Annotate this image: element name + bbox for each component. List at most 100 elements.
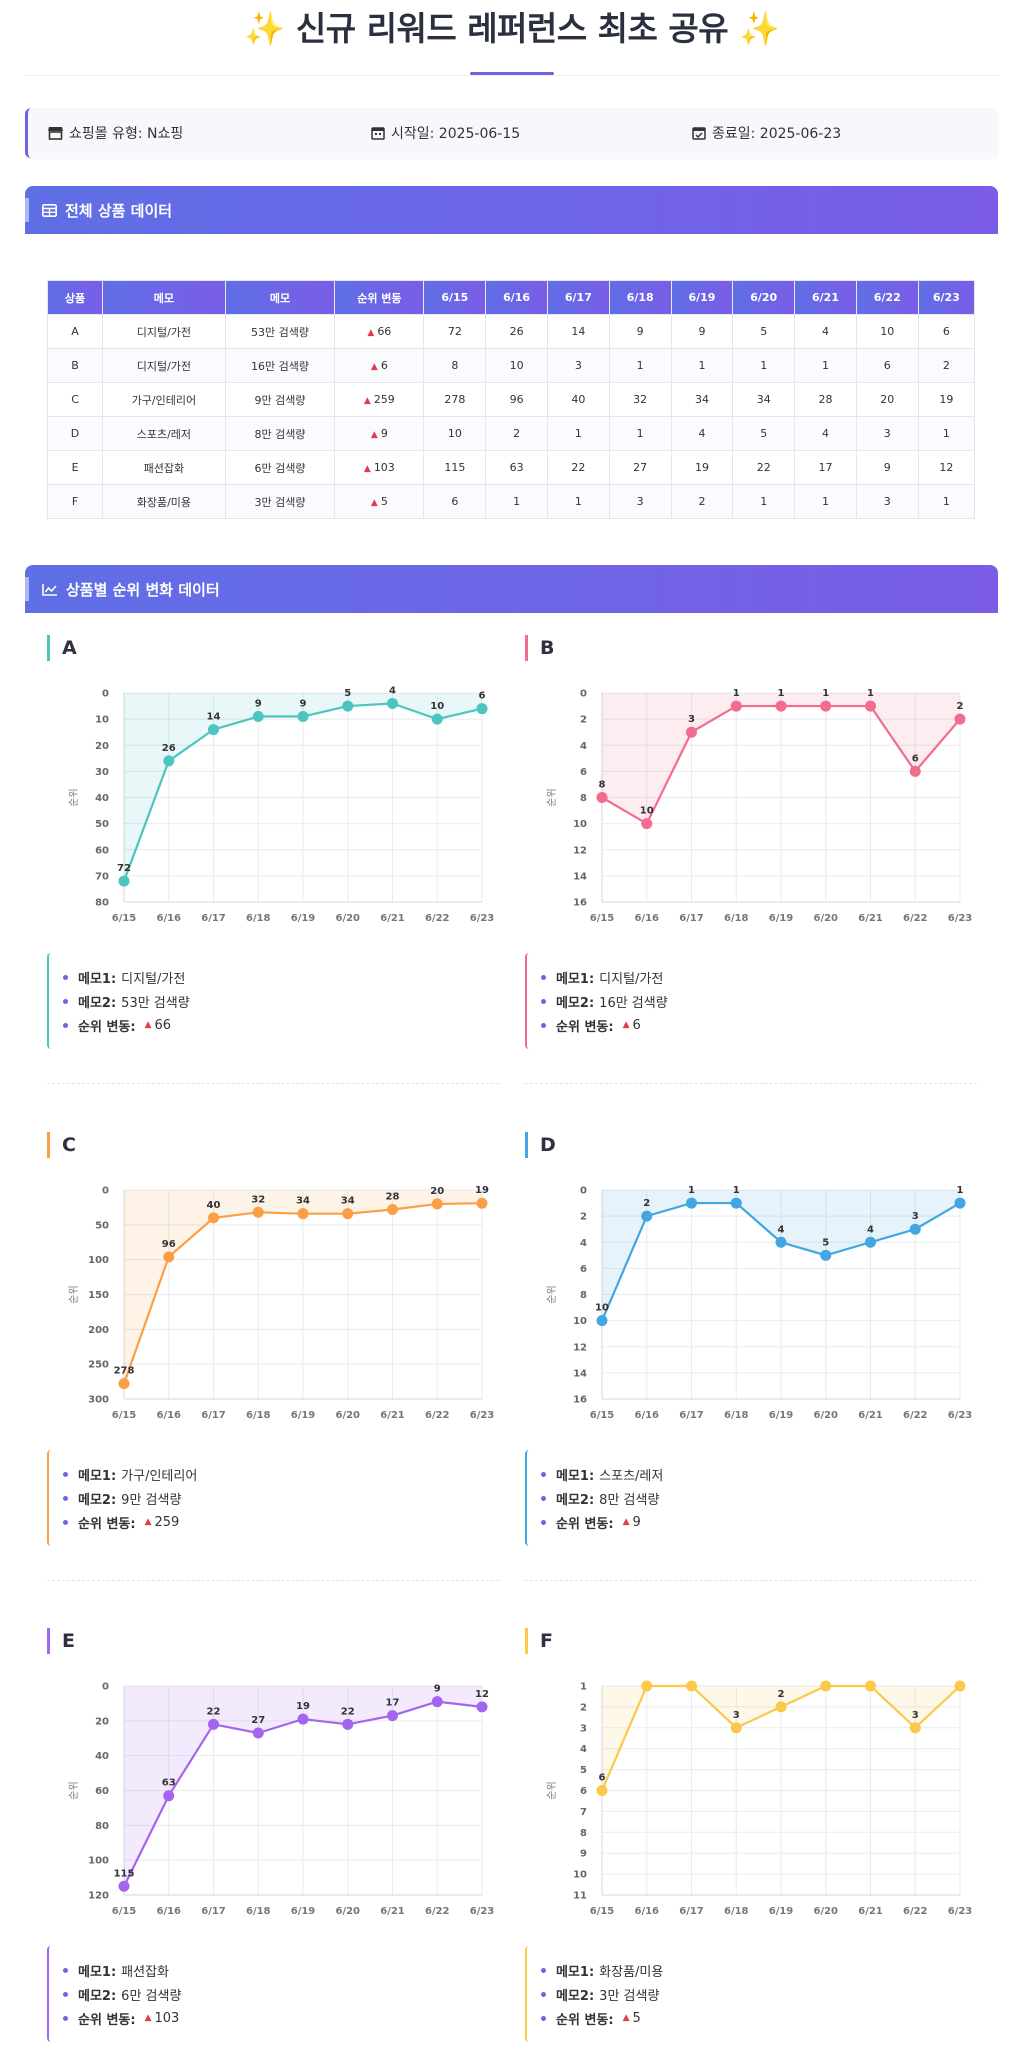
chart-card-d: D 0 2 4 6 8 10 12 14 16 6/15 6/16 6/17 6/18 6/19 6/20 6/…: [525, 1132, 980, 1581]
memo-label: 순위 변동:: [78, 1516, 136, 1532]
x-tick-label: 6/19: [769, 1410, 794, 1421]
x-tick-label: 6/16: [156, 913, 181, 924]
memo-row: 메모2: 9만 검색량: [63, 1486, 497, 1510]
memo-label: 순위 변동:: [556, 1019, 614, 1035]
data-point: [686, 726, 697, 738]
table-cell: 1: [732, 348, 796, 383]
data-label: 3: [912, 1211, 919, 1222]
data-label: 10: [430, 701, 444, 712]
y-tick-label: 80: [95, 1821, 109, 1832]
table-header-cell: 순위 변동: [334, 280, 425, 315]
rank-line-chart: 0 10 20 30 40 50 60 70 806/15 6/16 6/17 6/18 6/19 6/2…: [67, 685, 494, 924]
table-cell: 6: [917, 314, 976, 349]
up-triangle-icon: ▲: [144, 2013, 152, 2023]
x-tick-label: 6/20: [335, 1410, 360, 1421]
table-cell: 115: [423, 450, 487, 485]
data-point: [252, 1206, 264, 1218]
data-label: 1: [867, 688, 874, 699]
memo-box: 메모1: 가구/인테리어 메모2: 9만 검색량 순위 변동: ▲ 259: [47, 1450, 497, 1546]
table-cell: 스포츠/레저: [102, 416, 226, 451]
x-tick-label: 6/17: [679, 913, 704, 924]
memo-value: 53만 검색량: [121, 995, 190, 1011]
data-label: 3: [733, 1710, 740, 1721]
x-tick-label: 6/15: [590, 913, 615, 924]
y-tick-label: 12: [573, 845, 587, 856]
y-tick-label: 6: [580, 1786, 587, 1797]
bullet-icon: [63, 1967, 68, 1973]
x-tick-label: 6/18: [246, 913, 271, 924]
chart-section-header: 상품별 순위 변화 데이터: [25, 565, 998, 613]
chart-card-a: A 0 10 20 30 40 50 60 70 80 6/15 6/16 6/17 6/18 6/19 6/…: [47, 635, 502, 1084]
table-cell: 6만 검색량: [224, 450, 336, 485]
calendar-check-icon: [692, 127, 706, 140]
y-tick-label: 8: [580, 1290, 587, 1301]
up-triangle-icon: ▲: [363, 396, 371, 406]
y-axis-label: 순위: [545, 1781, 558, 1799]
memo-row: 메모1: 디지털/가전: [541, 965, 975, 989]
table-header-cell: 6/15: [423, 280, 487, 315]
x-tick-label: 6/21: [858, 913, 883, 924]
table-cell: 9: [608, 314, 672, 349]
data-label: 3: [912, 1710, 919, 1721]
rank-change-value: 259: [373, 393, 395, 406]
data-label: 5: [344, 688, 351, 699]
data-point: [954, 713, 966, 725]
data-point: [387, 1204, 398, 1216]
data-point: [208, 724, 219, 736]
table-row: C 가구/인테리어 9만 검색량 ▲ 259 278 96 40 32 34 34 28 20 19: [46, 382, 976, 417]
memo-value: 259: [154, 1514, 180, 1530]
x-tick-label: 6/19: [769, 1906, 794, 1917]
memo-label: 메모1:: [78, 1468, 117, 1484]
table-cell: B: [46, 348, 104, 383]
table-cell: 6: [423, 484, 487, 519]
data-label: 4: [867, 1224, 874, 1235]
table-cell: 1: [608, 348, 672, 383]
data-point: [730, 1197, 742, 1209]
data-point: [431, 1696, 443, 1708]
table-cell: 3만 검색량: [224, 484, 336, 519]
end-date: 종료일: 2025-06-23: [692, 123, 841, 143]
table-cell: 32: [608, 382, 672, 417]
y-tick-label: 11: [573, 1891, 587, 1902]
x-tick-label: 6/22: [425, 1906, 450, 1917]
x-tick-label: 6/17: [679, 1906, 704, 1917]
table-body: A 디지털/가전 53만 검색량 ▲ 66 72 26 14 9 9 5 4 10 6 B 디지털/가전 16만…: [46, 314, 976, 519]
y-tick-label: 10: [573, 1870, 587, 1881]
x-tick-label: 6/18: [724, 913, 749, 924]
up-triangle-icon: ▲: [144, 1517, 152, 1527]
memo-row: 메모2: 16만 검색량: [541, 989, 975, 1013]
data-label: 17: [386, 1698, 400, 1709]
y-tick-label: 16: [573, 898, 587, 909]
table-cell: D: [46, 416, 104, 451]
table-cell: 2: [670, 484, 734, 519]
y-tick-label: 60: [95, 1786, 109, 1797]
table-cell: 3: [855, 416, 919, 451]
bullet-icon: [541, 998, 546, 1004]
table-cell: 17: [794, 450, 857, 485]
data-point: [342, 1718, 354, 1730]
y-tick-label: 200: [88, 1325, 109, 1336]
up-triangle-icon: ▲: [363, 464, 371, 474]
bullet-icon: [541, 974, 546, 980]
data-point: [297, 1713, 309, 1725]
memo-row: 순위 변동: ▲ 103: [63, 2006, 497, 2030]
memo-label: 메모2:: [78, 995, 117, 1011]
table-header-cell: 6/19: [670, 280, 734, 315]
up-triangle-icon: ▲: [370, 498, 378, 508]
x-tick-label: 6/18: [246, 1410, 271, 1421]
data-label: 34: [341, 1196, 355, 1207]
data-point: [118, 1880, 130, 1892]
table-row: D 스포츠/레저 8만 검색량 ▲ 9 10 2 1 1 4 5 4 3 1: [46, 416, 976, 451]
data-point: [730, 700, 742, 712]
x-tick-label: 6/17: [201, 1906, 226, 1917]
data-point: [297, 711, 309, 723]
data-label: 1: [867, 1678, 874, 1679]
table-cell: F: [46, 484, 104, 519]
x-tick-label: 6/16: [634, 913, 659, 924]
data-point: [730, 1722, 742, 1734]
chart-divider: [47, 1580, 499, 1581]
y-tick-label: 6: [580, 1264, 587, 1275]
calendar-icon: [371, 127, 385, 140]
data-label: 10: [595, 1303, 609, 1314]
